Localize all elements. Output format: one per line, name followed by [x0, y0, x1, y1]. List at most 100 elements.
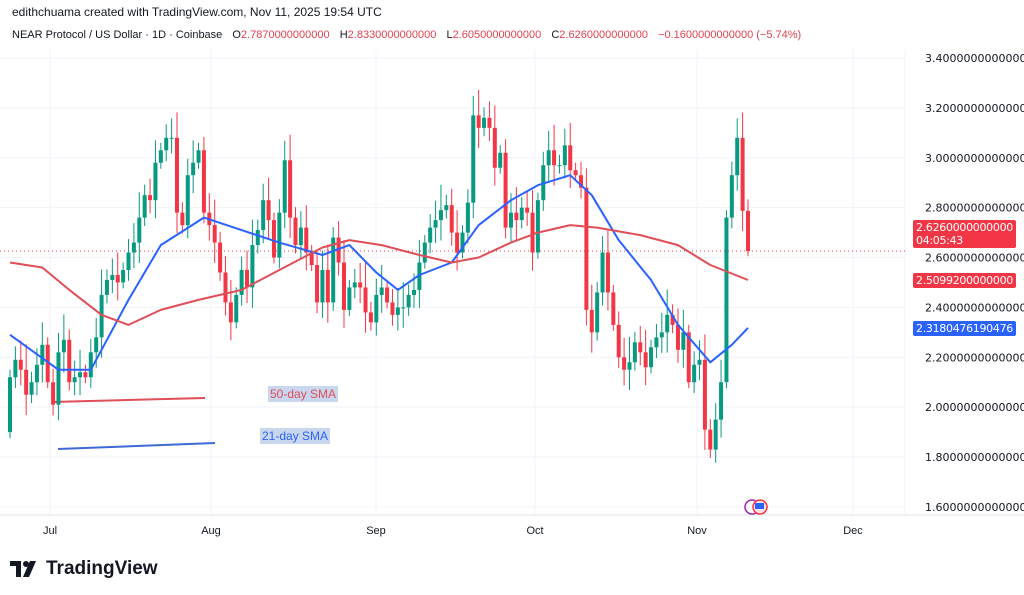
candle-up	[627, 362, 632, 370]
candle-down	[746, 210, 750, 252]
candle-down	[638, 342, 643, 353]
candle-up	[99, 294, 104, 338]
close-label: C	[551, 29, 560, 41]
candle-up	[34, 364, 39, 383]
candle-up	[320, 269, 325, 303]
candle-down	[449, 205, 454, 233]
sma21-line	[9, 174, 749, 371]
candle-down	[675, 324, 680, 350]
candle-up	[649, 347, 654, 368]
candle-down	[304, 227, 309, 253]
candle-down	[51, 382, 56, 405]
price-tick-label: 2.2000000000000	[925, 351, 1024, 364]
candle-up	[444, 205, 449, 211]
candle-down	[670, 314, 675, 325]
sma50-annotation-line	[51, 397, 206, 403]
candle-up	[417, 262, 422, 290]
candle-down	[309, 252, 314, 266]
candle-up	[498, 152, 503, 168]
candle-up	[347, 287, 352, 310]
candle-down	[228, 302, 233, 323]
high-value: 2.8330000000000	[347, 29, 437, 41]
last-price: 2.6260000000000	[916, 221, 1013, 234]
symbol-title[interactable]: NEAR Protocol / US Dollar · 1D · Coinbas…	[12, 29, 223, 41]
price-tick-label: 3.4000000000000	[925, 52, 1024, 65]
sma50-label: 50-day SMA	[268, 386, 339, 402]
candle-down	[83, 372, 88, 378]
candle-up	[72, 377, 77, 383]
candle-up	[331, 237, 336, 303]
candle-down	[385, 287, 390, 303]
sma21-annotation-line	[57, 442, 216, 450]
candle-up	[681, 332, 686, 350]
candle-up	[255, 230, 260, 246]
price-tick-label: 2.6000000000000	[925, 252, 1024, 265]
candle-down	[218, 242, 223, 273]
candle-up	[261, 200, 266, 231]
candle-up	[412, 289, 417, 295]
change-value: −0.1600000000000 (−5.74%)	[658, 29, 802, 41]
candle-up	[29, 382, 34, 395]
candle-up	[519, 207, 524, 221]
candle-down	[358, 282, 363, 288]
candle-up	[169, 137, 174, 139]
candle-down	[223, 272, 228, 303]
open-label: O	[232, 29, 241, 41]
time-axis: Jul Aug Sep Oct Nov Dec	[0, 514, 1024, 537]
candle-down	[568, 145, 573, 171]
candle-down	[325, 269, 330, 303]
candle-down	[530, 212, 535, 253]
candle-up	[724, 217, 729, 383]
symbol-legend: NEAR Protocol / US Dollar · 1D · Coinbas…	[12, 29, 801, 41]
candle-up	[692, 364, 697, 383]
candle-down	[148, 195, 153, 201]
candle-up	[250, 245, 255, 288]
candle-down	[271, 220, 276, 258]
candle-down	[266, 200, 271, 221]
price-tick-label: 3.0000000000000	[925, 152, 1024, 165]
candle-up	[401, 307, 406, 309]
candle-down	[589, 309, 594, 333]
candle-down	[201, 150, 206, 213]
candle-down	[487, 117, 492, 128]
candle-down	[702, 359, 707, 430]
time-tick-label: Oct	[526, 525, 543, 537]
candle-down	[622, 357, 627, 370]
tradingview-logo-icon	[10, 561, 36, 577]
candle-up	[654, 337, 659, 348]
candle-up	[535, 200, 540, 253]
candle-up	[164, 137, 169, 151]
time-tick-label: Sep	[366, 525, 386, 537]
candle-up	[729, 175, 734, 218]
price-tick-label: 2.4000000000000	[925, 301, 1024, 314]
candle-down	[24, 369, 29, 395]
price-tick-label: 3.2000000000000	[925, 102, 1024, 115]
events-icon[interactable]	[744, 499, 768, 515]
candle-up	[277, 212, 282, 258]
price-axis: 3.4000000000000 3.2000000000000 3.00000000…	[904, 50, 1024, 515]
candle-up	[406, 294, 411, 308]
candle-up	[56, 352, 61, 405]
candle-up	[196, 150, 201, 163]
candle-down	[503, 152, 508, 228]
candle-up	[104, 279, 109, 295]
candle-down	[288, 160, 293, 218]
price-tick-label: 1.8000000000000	[925, 451, 1024, 464]
tradingview-logo[interactable]: TradingView	[10, 558, 158, 580]
candle-up	[508, 212, 513, 228]
candle-up	[438, 210, 443, 221]
candle-up	[8, 377, 12, 433]
candle-down	[212, 225, 217, 243]
candle-up	[433, 220, 438, 228]
time-tick-label: Aug	[201, 525, 221, 537]
candle-up	[460, 232, 465, 253]
candle-up	[142, 195, 147, 218]
bar-countdown: 04:05:43	[916, 234, 964, 247]
time-tick-label: Jul	[43, 525, 57, 537]
candle-up	[234, 294, 239, 323]
candle-up	[282, 160, 287, 213]
candle-down	[18, 359, 23, 370]
candle-up	[13, 359, 18, 378]
sma21-price-tag: 2.3180476190476	[913, 321, 1016, 336]
